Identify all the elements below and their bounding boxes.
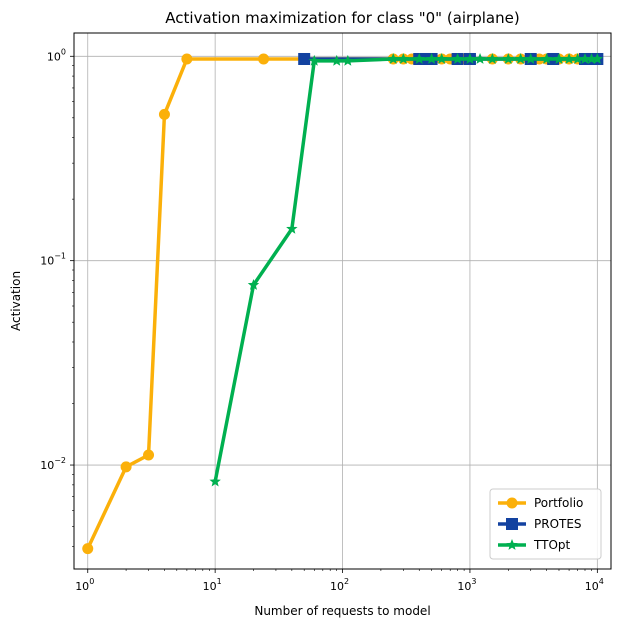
y-tick-label: 10−2 [40,456,66,472]
x-tick-label: 103 [457,577,476,593]
legend-marker [506,497,518,509]
data-point [474,52,486,64]
series-layer [82,52,604,555]
legend: Portfolio PROTES TTOpt [489,488,602,560]
chart-title: Activation maximization for class "0" (a… [165,9,519,27]
data-point [120,461,132,473]
grid [74,33,611,569]
legend-label: TTOpt [533,538,571,552]
data-point [298,52,311,65]
y-tick-label: 100 [47,47,66,63]
x-tick-label: 104 [585,577,604,593]
x-tick-label: 102 [330,577,349,593]
data-point [342,54,354,66]
data-point [525,52,537,64]
series-ttopt [209,52,604,487]
data-point [387,52,399,64]
data-point [209,475,221,487]
legend-label: Portfolio [534,496,583,510]
data-point [247,279,260,290]
data-point [486,52,499,64]
data-point [464,52,476,64]
legend-marker [506,518,518,530]
data-point [540,52,553,64]
x-axis-label: Number of requests to model [254,604,430,618]
data-point [502,52,514,64]
data-point [397,52,410,64]
data-point [143,449,155,461]
legend-marker [506,539,518,550]
data-point [563,52,575,64]
legend-box [489,488,602,560]
legend-item: TTOpt [498,538,571,552]
data-point [579,52,591,64]
data-point [258,53,270,65]
data-point [413,52,425,64]
data-point [82,543,94,555]
data-point [286,222,298,234]
data-point [308,54,320,66]
x-tick-label: 101 [203,577,222,593]
data-point [435,52,448,64]
data-point [425,52,438,64]
data-point [571,52,584,64]
data-point [553,52,565,64]
data-point [158,108,170,120]
legend-label: PROTES [534,517,582,531]
y-tick-label: 10−1 [40,252,66,268]
legend-item: PROTES [498,517,582,531]
data-point [181,53,193,65]
x-tick-label: 100 [75,577,94,593]
y-axis-label: Activation [9,271,23,331]
axes: 100 101 102 103 104 10−2 10−1 100 [40,47,604,593]
data-point [591,52,604,64]
data-point [451,52,464,64]
data-point [514,52,527,64]
data-point [585,52,598,64]
data-point [331,54,343,66]
legend-item: Portfolio [498,496,583,510]
